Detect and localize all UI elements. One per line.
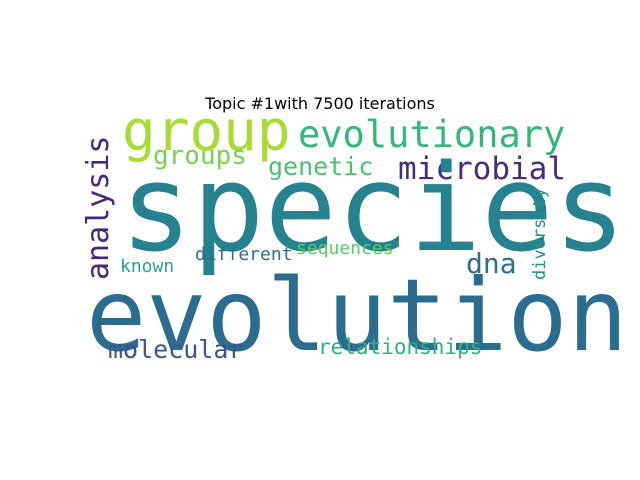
word-cloud [83, 117, 563, 371]
word-evolutionary: evolutionary [298, 113, 566, 156]
word-dna: dna [466, 247, 517, 280]
word-groups: groups [153, 141, 247, 171]
word-sequences: sequences [296, 238, 394, 259]
word-different: different [195, 244, 293, 265]
word-species: species [120, 140, 626, 279]
word-molecular: molecular [108, 335, 244, 364]
word-genetic: genetic [268, 152, 374, 181]
word-evolution: evolution [86, 257, 628, 374]
word-group: group [122, 99, 291, 164]
word-analysis: analysis [81, 135, 116, 281]
word-relationships: relationships [318, 335, 483, 359]
figure-title: Topic #1with 7500 iterations [205, 94, 435, 113]
word-known: known [120, 256, 175, 277]
word-microbial: microbial [398, 151, 566, 187]
word-diversity: diversity [530, 187, 550, 280]
